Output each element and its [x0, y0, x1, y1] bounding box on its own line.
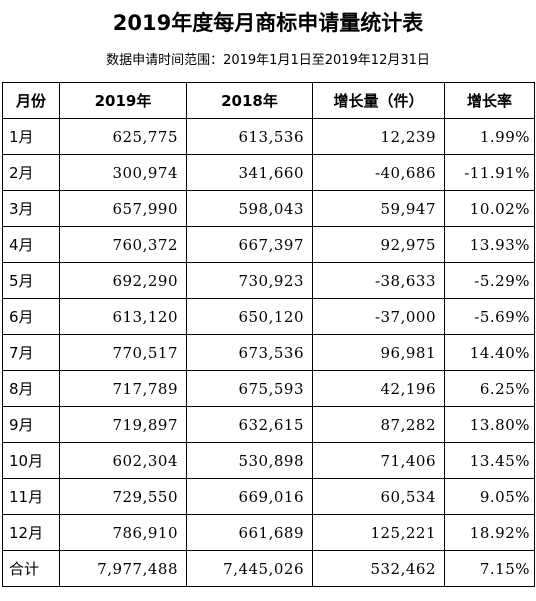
- header-month: 月份: [2, 82, 60, 119]
- cell-2018: 613,536: [186, 118, 313, 155]
- cell-growth-rate: 13.80%: [444, 406, 535, 443]
- table-row: 4月 760,372 667,397 92,975 13.93%: [2, 226, 535, 263]
- header-growth-rate: 增长率: [444, 82, 535, 119]
- cell-2018: 673,536: [186, 334, 313, 371]
- table-row: 7月 770,517 673,536 96,981 14.40%: [2, 334, 535, 371]
- cell-growth-rate: 13.45%: [444, 442, 535, 479]
- table-row: 9月 719,897 632,615 87,282 13.80%: [2, 406, 535, 443]
- table-row: 8月 717,789 675,593 42,196 6.25%: [2, 370, 535, 407]
- cell-increase: 532,462: [312, 550, 445, 587]
- cell-increase: 92,975: [312, 226, 445, 263]
- cell-growth-rate: 10.02%: [444, 190, 535, 227]
- cell-increase: 87,282: [312, 406, 445, 443]
- cell-increase: 12,239: [312, 118, 445, 155]
- monthly-trademark-table: 月份 2019年 2018年 增长量（件） 增长率 1月 625,775 613,5…: [2, 82, 535, 587]
- cell-2019: 300,974: [59, 154, 187, 191]
- cell-2018: 341,660: [186, 154, 313, 191]
- cell-growth-rate: 13.93%: [444, 226, 535, 263]
- cell-increase: 96,981: [312, 334, 445, 371]
- cell-2019: 613,120: [59, 298, 187, 335]
- cell-month: 5月: [2, 262, 60, 299]
- cell-2019: 729,550: [59, 478, 187, 515]
- table-row: 10月 602,304 530,898 71,406 13.45%: [2, 442, 535, 479]
- cell-month: 12月: [2, 514, 60, 551]
- cell-2019: 602,304: [59, 442, 187, 479]
- cell-month: 11月: [2, 478, 60, 515]
- table-row: 2月 300,974 341,660 -40,686 -11.91%: [2, 154, 535, 191]
- cell-growth-rate: -11.91%: [444, 154, 535, 191]
- cell-2018: 7,445,026: [186, 550, 313, 587]
- cell-month: 10月: [2, 442, 60, 479]
- cell-growth-rate: 7.15%: [444, 550, 535, 587]
- cell-2018: 667,397: [186, 226, 313, 263]
- cell-increase: 71,406: [312, 442, 445, 479]
- table-title: 2019年度每月商标申请量统计表: [112, 11, 424, 35]
- cell-month: 1月: [2, 118, 60, 155]
- table-row: 12月 786,910 661,689 125,221 18.92%: [2, 514, 535, 551]
- cell-2018: 530,898: [186, 442, 313, 479]
- header-2018: 2018年: [186, 82, 313, 119]
- cell-month: 9月: [2, 406, 60, 443]
- cell-2019: 717,789: [59, 370, 187, 407]
- header-2019: 2019年: [59, 82, 187, 119]
- cell-2018: 669,016: [186, 478, 313, 515]
- header-increase: 增长量（件）: [312, 82, 445, 119]
- cell-2019: 625,775: [59, 118, 187, 155]
- cell-growth-rate: 6.25%: [444, 370, 535, 407]
- table-row: 1月 625,775 613,536 12,239 1.99%: [2, 118, 535, 155]
- cell-month: 2月: [2, 154, 60, 191]
- cell-2018: 661,689: [186, 514, 313, 551]
- cell-2019: 786,910: [59, 514, 187, 551]
- cell-month: 8月: [2, 370, 60, 407]
- cell-growth-rate: 18.92%: [444, 514, 535, 551]
- cell-2019: 7,977,488: [59, 550, 187, 587]
- cell-increase: -37,000: [312, 298, 445, 335]
- cell-increase: 42,196: [312, 370, 445, 407]
- cell-2018: 730,923: [186, 262, 313, 299]
- cell-increase: 60,534: [312, 478, 445, 515]
- cell-increase: -38,633: [312, 262, 445, 299]
- cell-2019: 692,290: [59, 262, 187, 299]
- date-range-subtitle: 数据申请时间范围：2019年1月1日至2019年12月31日: [106, 53, 430, 68]
- cell-month: 合计: [2, 550, 60, 587]
- table-row: 11月 729,550 669,016 60,534 9.05%: [2, 478, 535, 515]
- cell-increase: -40,686: [312, 154, 445, 191]
- cell-growth-rate: -5.29%: [444, 262, 535, 299]
- cell-month: 3月: [2, 190, 60, 227]
- table-row: 5月 692,290 730,923 -38,633 -5.29%: [2, 262, 535, 299]
- cell-growth-rate: 14.40%: [444, 334, 535, 371]
- cell-2018: 632,615: [186, 406, 313, 443]
- cell-increase: 125,221: [312, 514, 445, 551]
- cell-2018: 598,043: [186, 190, 313, 227]
- cell-2018: 650,120: [186, 298, 313, 335]
- cell-2019: 770,517: [59, 334, 187, 371]
- cell-increase: 59,947: [312, 190, 445, 227]
- cell-2019: 719,897: [59, 406, 187, 443]
- cell-growth-rate: -5.69%: [444, 298, 535, 335]
- header-row: 月份 2019年 2018年 增长量（件） 增长率: [2, 82, 535, 119]
- cell-growth-rate: 9.05%: [444, 478, 535, 515]
- cell-growth-rate: 1.99%: [444, 118, 535, 155]
- table-row: 3月 657,990 598,043 59,947 10.02%: [2, 190, 535, 227]
- cell-month: 6月: [2, 298, 60, 335]
- table-row: 6月 613,120 650,120 -37,000 -5.69%: [2, 298, 535, 335]
- cell-month: 7月: [2, 334, 60, 371]
- cell-2018: 675,593: [186, 370, 313, 407]
- total-row: 合计 7,977,488 7,445,026 532,462 7.15%: [2, 550, 535, 587]
- cell-2019: 760,372: [59, 226, 187, 263]
- cell-month: 4月: [2, 226, 60, 263]
- cell-2019: 657,990: [59, 190, 187, 227]
- table-body: 1月 625,775 613,536 12,239 1.99% 2月 300,974 341,…: [2, 118, 535, 587]
